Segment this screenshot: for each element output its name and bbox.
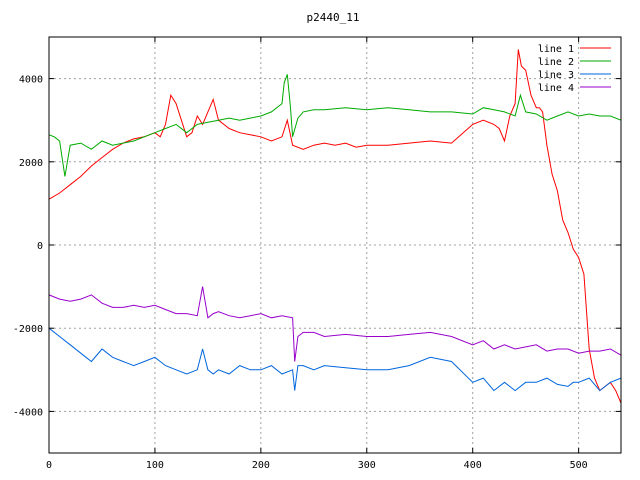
x-tick-label: 500: [570, 460, 588, 471]
series-line-1: [48, 49, 622, 404]
y-tick-label: 0: [37, 241, 43, 252]
legend: line 1 line 2 line 3 line 4: [538, 44, 611, 94]
series-line-2: [48, 74, 622, 177]
y-tick-label: -4000: [13, 407, 43, 418]
legend-label: line 3: [538, 70, 574, 81]
y-tick-label: -2000: [13, 324, 43, 335]
legend-label: line 1: [538, 44, 574, 55]
x-tick-label: 300: [358, 460, 376, 471]
series-line-4: [48, 286, 622, 362]
x-tick-label: 400: [464, 460, 482, 471]
grid-lines: [49, 37, 621, 453]
chart-title: p2440_11: [307, 11, 360, 24]
plot-area: [48, 49, 622, 404]
x-tick-label: 200: [252, 460, 270, 471]
legend-label: line 2: [538, 57, 574, 68]
series-line-3: [48, 327, 622, 392]
y-tick-label: 2000: [19, 158, 43, 169]
x-tick-label: 100: [146, 460, 164, 471]
legend-label: line 4: [538, 83, 574, 94]
x-tick-label: 0: [46, 460, 52, 471]
axis-ticks: 0 100 200 300 400 500 -4000 -2000 0 2000 4000: [13, 37, 621, 471]
y-tick-label: 4000: [19, 75, 43, 86]
